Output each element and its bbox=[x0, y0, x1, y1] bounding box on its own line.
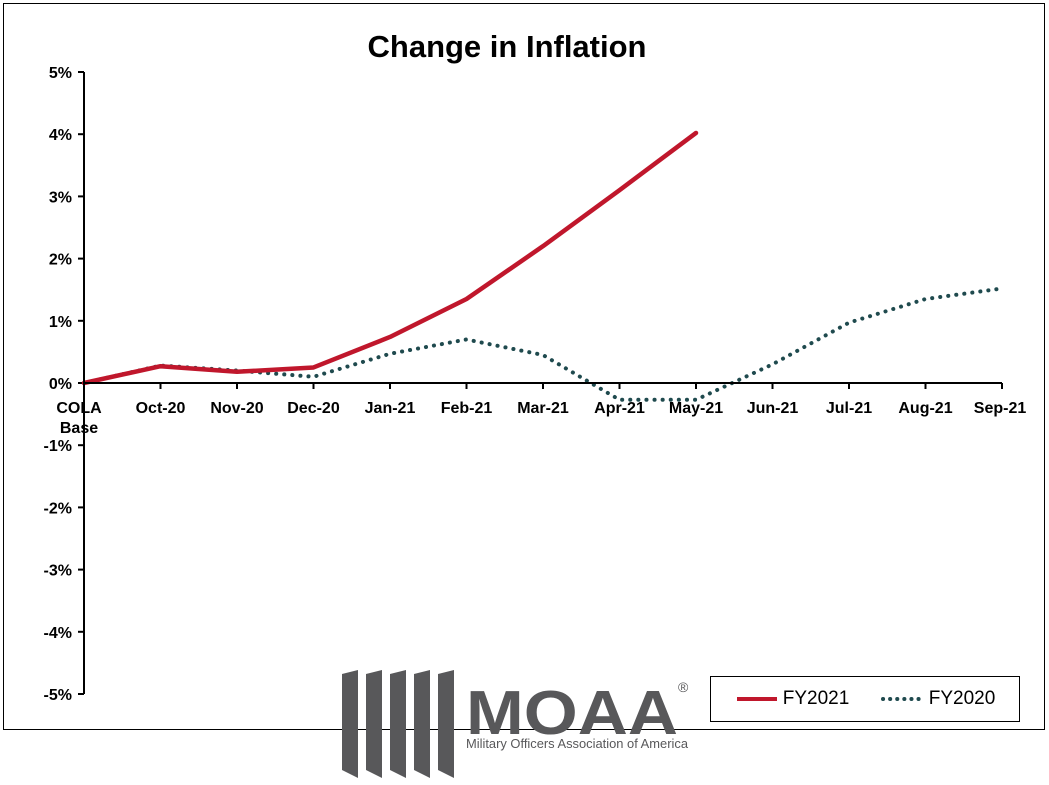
series-line-fy2021 bbox=[81, 130, 699, 386]
y-tick-label: 1% bbox=[49, 314, 72, 331]
x-tick-label: Sep-21 bbox=[974, 400, 1027, 417]
x-tick-label: COLA Base bbox=[56, 400, 102, 437]
y-tick-label: 3% bbox=[49, 189, 72, 206]
x-tick-label: Feb-21 bbox=[441, 400, 493, 417]
y-tick-label: -1% bbox=[44, 438, 72, 455]
legend-swatch-fy2020 bbox=[880, 697, 925, 701]
legend-label-fy2021: FY2021 bbox=[782, 688, 850, 709]
y-tick-label: -2% bbox=[44, 500, 72, 517]
x-tick-label: Oct-20 bbox=[136, 400, 186, 417]
y-tick-label: 5% bbox=[49, 65, 72, 82]
y-tick-label: -3% bbox=[44, 563, 72, 580]
x-tick-label: Nov-20 bbox=[210, 400, 263, 417]
chart-frame bbox=[3, 3, 1045, 730]
x-tick-label: Aug-21 bbox=[898, 400, 952, 417]
registered-mark: ® bbox=[678, 679, 689, 695]
moaa-logo: MOAA ® Military Officers Association of … bbox=[342, 670, 689, 778]
y-tick-label: -4% bbox=[44, 625, 72, 642]
x-tick-label: Jul-21 bbox=[826, 400, 872, 417]
moaa-logo-name: MOAA bbox=[466, 679, 678, 748]
moaa-logo-subtitle: Military Officers Association of America bbox=[466, 736, 689, 751]
x-tick-label: May-21 bbox=[669, 400, 723, 417]
legend-label-fy2020: FY2020 bbox=[928, 688, 996, 709]
moaa-logo-mark bbox=[342, 670, 454, 778]
x-tick-label: Jan-21 bbox=[365, 400, 416, 417]
x-tick-label: Dec-20 bbox=[287, 400, 340, 417]
y-tick-label: 0% bbox=[49, 376, 72, 393]
x-tick-label: Mar-21 bbox=[517, 400, 569, 417]
legend-item-fy2021: FY2021 bbox=[735, 688, 850, 710]
y-tick-label: 2% bbox=[49, 252, 72, 269]
y-tick-label: -5% bbox=[44, 687, 72, 704]
x-tick-label: Apr-21 bbox=[594, 400, 645, 417]
chart-legend: FY2021 FY2020 bbox=[710, 676, 1020, 722]
legend-item-fy2020: FY2020 bbox=[880, 688, 996, 710]
legend-swatch-fy2021 bbox=[736, 697, 777, 701]
y-tick-label: 4% bbox=[49, 127, 72, 144]
chart-title: Change in Inflation bbox=[368, 29, 647, 64]
x-tick-label: Jun-21 bbox=[747, 400, 799, 417]
